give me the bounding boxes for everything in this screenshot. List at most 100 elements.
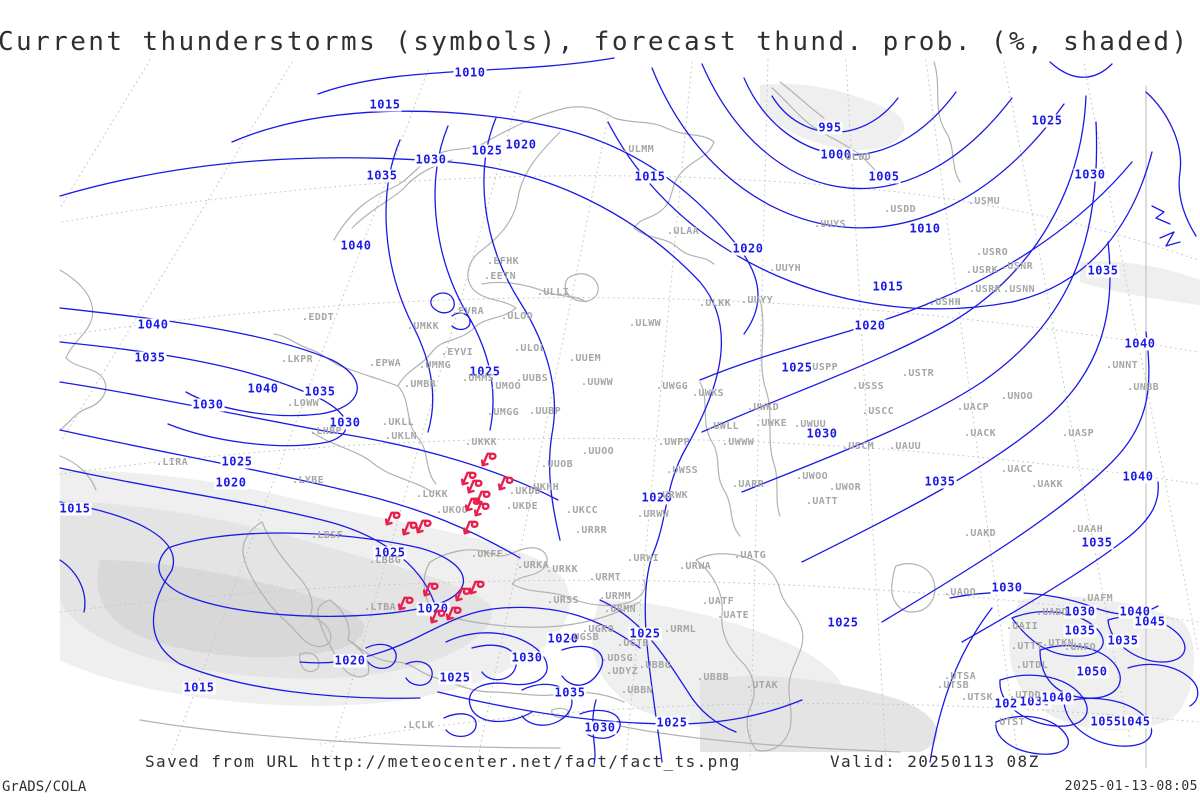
isobar-line	[365, 643, 397, 669]
coastline	[933, 61, 961, 183]
isobar-label: 1030	[583, 720, 617, 735]
thunderstorm-glyph-stroke	[481, 452, 497, 467]
thunderstorm-symbol	[460, 471, 477, 486]
isobar-line	[701, 95, 1087, 433]
station-id-label: .UUOO	[581, 446, 615, 457]
coastline	[299, 652, 320, 673]
coastline	[771, 87, 891, 185]
station-id-label: .UNOO	[1000, 391, 1034, 402]
isobar-line	[592, 699, 597, 765]
isobar-line	[999, 674, 1088, 727]
thunderstorm-symbol	[422, 582, 439, 597]
isobar-line	[599, 599, 737, 733]
station-id-label: .UAAH	[1070, 524, 1104, 535]
isobar-label: 1025	[1030, 113, 1064, 128]
graticule-line	[329, 91, 521, 759]
station-id-label: .UBBB	[696, 672, 730, 683]
station-id-label: .UUYS	[813, 219, 847, 230]
isobar-line	[434, 125, 494, 431]
thunderstorm-glyph-stroke	[498, 476, 514, 491]
thunderstorm-symbol	[480, 452, 497, 467]
station-id-label: .UUOB	[540, 459, 574, 470]
station-id-label: .USNN	[1002, 284, 1036, 295]
isobar-label: 1030	[414, 152, 448, 167]
station-id-label: .ULKK	[698, 298, 732, 309]
saved-from-url-text: Saved from URL http://meteocenter.net/fa…	[145, 752, 741, 771]
station-id-label: .LTBA	[363, 602, 397, 613]
station-id-label: .USRR	[968, 284, 1002, 295]
graticule-line	[59, 579, 1199, 623]
station-id-label: .UBBN	[620, 685, 654, 696]
station-id-label: .UUYY	[740, 295, 774, 306]
isobar-line	[881, 331, 1150, 623]
isobar-label: 1035	[133, 350, 167, 365]
isobar-line	[561, 645, 604, 686]
station-id-label: .UARR	[731, 479, 765, 490]
isobar-line	[59, 559, 86, 613]
thunderstorm-glyph-stroke	[474, 502, 490, 517]
station-id-label: .UNBB	[1126, 382, 1160, 393]
thunderstorm-glyph-stroke	[480, 459, 489, 467]
station-id-label: .UAOO	[943, 587, 977, 598]
isobar-label: 1030	[990, 580, 1024, 595]
station-id-label: .UMOO	[488, 381, 522, 392]
station-id-label: .UADD	[1035, 607, 1069, 618]
station-id-label: .UTSB	[936, 680, 970, 691]
thunderstorm-glyph-stroke	[463, 520, 479, 535]
station-id-label: .UATE	[716, 610, 750, 621]
isobar-line	[471, 644, 518, 681]
station-id-label: .UMMG	[418, 360, 452, 371]
station-id-label: .UKCC	[565, 505, 599, 516]
isobar-line	[579, 709, 621, 739]
thunderstorm-symbol	[464, 497, 481, 512]
isobar-label: 1010	[453, 65, 487, 80]
coastline	[891, 563, 936, 613]
graticule-line	[749, 59, 769, 759]
isobar-line	[59, 307, 358, 417]
isobar-label: 1025	[628, 626, 662, 641]
thunderstorm-glyph-stroke	[402, 521, 418, 536]
isobar-label: 1025	[373, 545, 407, 560]
thunderstorm-glyph-stroke	[430, 609, 446, 624]
isobar-line	[1063, 697, 1153, 747]
graticule-line	[625, 61, 693, 759]
isobar-label: 1025	[993, 696, 1027, 711]
station-id-label: .USTR	[901, 368, 935, 379]
isobar-line	[231, 110, 759, 335]
isobar-label: 1025	[468, 364, 502, 379]
station-id-label: .URSS	[546, 595, 580, 606]
isobar-line	[59, 381, 559, 501]
coastline	[59, 455, 97, 491]
isobar-label: 1015	[182, 680, 216, 695]
thunderstorm-symbol	[462, 520, 479, 535]
station-id-label: .USRO	[975, 247, 1009, 258]
isobar-label: 1020	[640, 490, 674, 505]
coastline	[695, 553, 804, 752]
thunderstorm-glyph-stroke	[397, 603, 406, 611]
station-id-label: .USRK	[965, 265, 999, 276]
isobar-line	[961, 481, 1159, 643]
isobar-line	[741, 121, 1098, 493]
station-id-label: .URMM	[598, 591, 632, 602]
station-id-label: .UUYH	[768, 263, 802, 274]
isobar-label: 1010	[908, 221, 942, 236]
graticule-line	[59, 437, 1199, 485]
station-id-label: .UACK	[963, 428, 997, 439]
isobar-label: 1040	[1121, 469, 1155, 484]
thunderstorm-glyph-stroke	[469, 580, 485, 595]
station-id-label: .UKDD	[508, 486, 542, 497]
station-id-label: .ULWW	[628, 318, 662, 329]
station-id-label: .UMMS	[461, 373, 495, 384]
station-id-label: .ULMM	[621, 144, 655, 155]
station-id-label: .UKOO	[435, 505, 469, 516]
isobar-label: 1035	[303, 384, 337, 399]
thunderstorm-glyph-stroke	[398, 596, 414, 611]
thunderstorm-symbol	[468, 580, 485, 595]
isobar-label: 1020	[504, 137, 538, 152]
graticule-line	[61, 61, 293, 441]
thunderstorm-glyph-stroke	[475, 490, 491, 505]
station-id-label: .UWSS	[665, 465, 699, 476]
valid-time-text: Valid: 20250113 08Z	[830, 752, 1040, 771]
station-id-label: .EETN	[483, 271, 517, 282]
